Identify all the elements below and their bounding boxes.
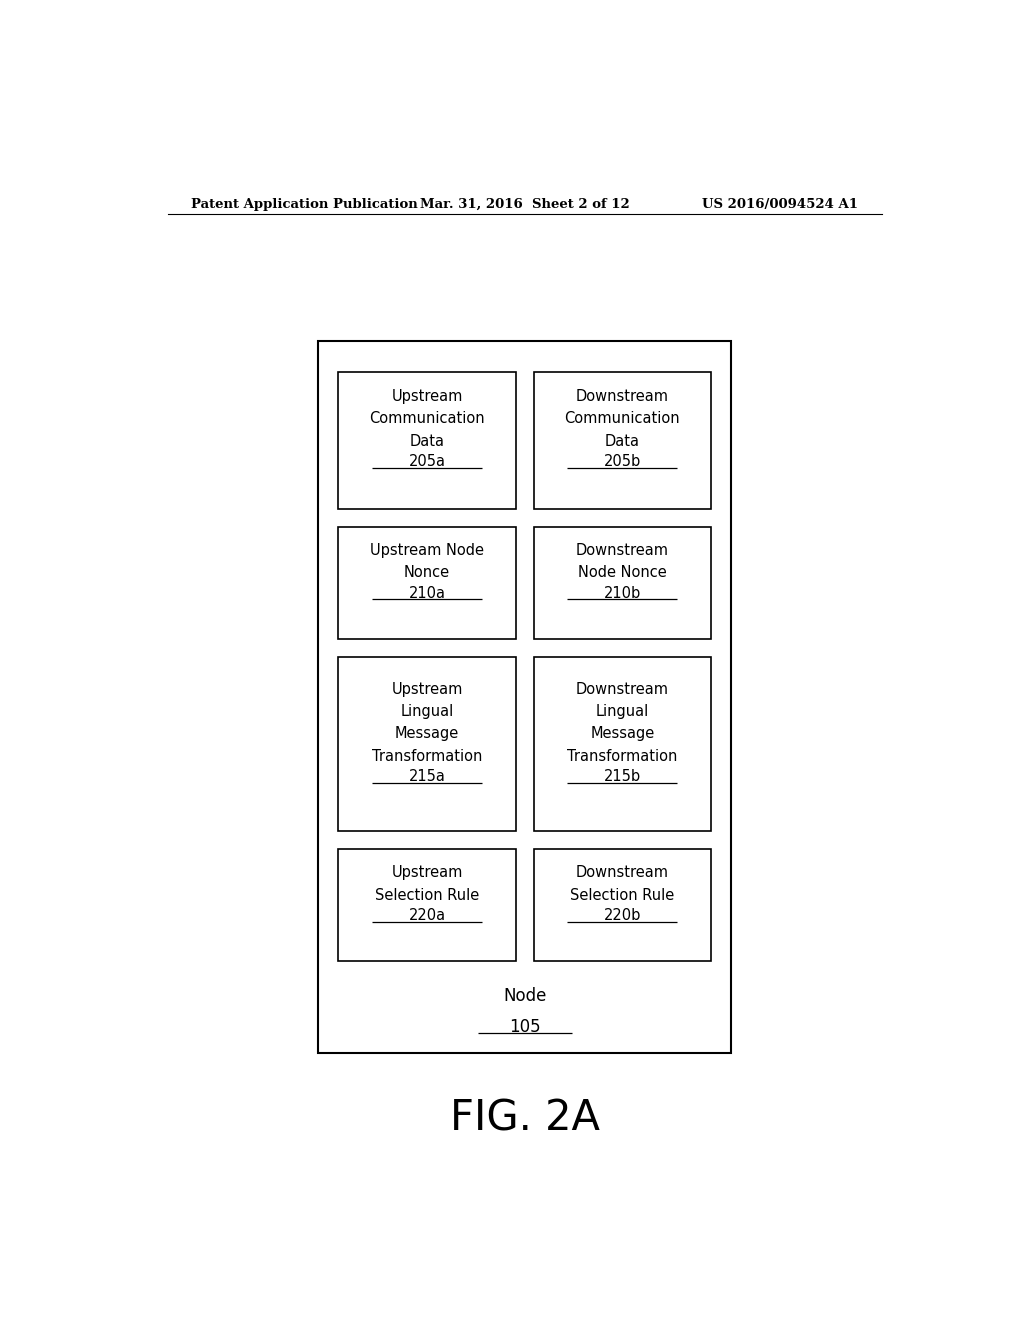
Text: 205b: 205b	[604, 454, 641, 469]
Text: Downstream: Downstream	[575, 543, 669, 558]
Bar	[338, 527, 516, 639]
Text: 105: 105	[509, 1018, 541, 1036]
Bar	[534, 372, 712, 508]
Text: Selection Rule: Selection Rule	[375, 888, 479, 903]
Text: Data: Data	[605, 434, 640, 449]
Bar	[534, 850, 712, 961]
Text: 220a: 220a	[409, 908, 445, 923]
Bar	[318, 342, 731, 1053]
Bar	[338, 657, 516, 832]
Text: Transformation: Transformation	[567, 748, 678, 764]
Text: 210b: 210b	[604, 586, 641, 601]
Text: Mar. 31, 2016  Sheet 2 of 12: Mar. 31, 2016 Sheet 2 of 12	[420, 198, 630, 211]
Text: Upstream: Upstream	[391, 866, 463, 880]
Text: 205a: 205a	[409, 454, 445, 469]
Text: Patent Application Publication: Patent Application Publication	[191, 198, 418, 211]
Text: Node Nonce: Node Nonce	[578, 565, 667, 581]
Text: 220b: 220b	[604, 908, 641, 923]
Text: Lingual: Lingual	[400, 704, 454, 719]
Text: Upstream: Upstream	[391, 389, 463, 404]
Bar	[534, 657, 712, 832]
Bar	[534, 527, 712, 639]
Text: Lingual: Lingual	[596, 704, 649, 719]
Text: Selection Rule: Selection Rule	[570, 888, 675, 903]
Text: Downstream: Downstream	[575, 681, 669, 697]
Text: Message: Message	[590, 726, 654, 742]
Bar	[338, 850, 516, 961]
Text: Communication: Communication	[564, 412, 680, 426]
Text: Data: Data	[410, 434, 444, 449]
Text: 215b: 215b	[604, 770, 641, 784]
Text: 210a: 210a	[409, 586, 445, 601]
Text: Nonce: Nonce	[404, 565, 451, 581]
Text: Downstream: Downstream	[575, 866, 669, 880]
Text: 215a: 215a	[409, 770, 445, 784]
Text: Transformation: Transformation	[372, 748, 482, 764]
Text: Communication: Communication	[370, 412, 485, 426]
Text: FIG. 2A: FIG. 2A	[450, 1098, 600, 1140]
Text: Message: Message	[395, 726, 460, 742]
Text: Upstream: Upstream	[391, 681, 463, 697]
Text: Upstream Node: Upstream Node	[371, 543, 484, 558]
Text: US 2016/0094524 A1: US 2016/0094524 A1	[702, 198, 858, 211]
Text: Node: Node	[503, 987, 547, 1005]
Text: Downstream: Downstream	[575, 389, 669, 404]
Bar	[338, 372, 516, 508]
